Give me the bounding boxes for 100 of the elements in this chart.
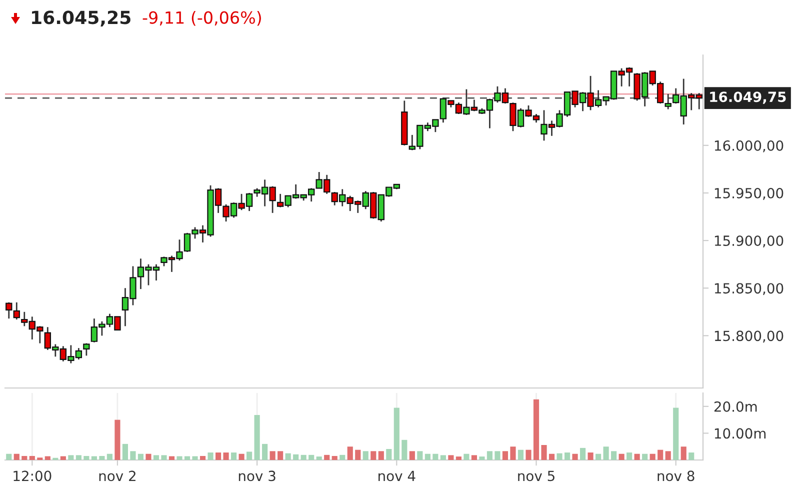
bar (324, 454, 330, 460)
bar (486, 451, 493, 460)
bar (270, 451, 276, 460)
bar (176, 456, 182, 460)
bar (84, 456, 90, 460)
bar (6, 454, 12, 460)
bar (122, 444, 128, 460)
bar (448, 455, 454, 460)
x-tick-label: nov 8 (658, 470, 694, 482)
chart-subtitle: -9,11 (-0,06%) (142, 10, 261, 26)
y-tick-label: 15.950,00 (714, 188, 784, 200)
bar (588, 452, 594, 460)
bar (402, 440, 408, 460)
bar (394, 408, 400, 460)
bar (106, 454, 112, 460)
bar (332, 456, 338, 460)
bar (424, 454, 430, 460)
bar (580, 448, 586, 460)
bar (300, 454, 306, 460)
bar (347, 446, 353, 460)
bar (386, 449, 392, 460)
bar (238, 454, 244, 460)
chart-title: 16.045,25 (32, 10, 130, 27)
bar (246, 452, 252, 460)
y-tick-label: 15.850,00 (714, 283, 784, 295)
bar (254, 414, 260, 460)
bar (533, 399, 540, 460)
bar (642, 454, 648, 460)
bar (22, 456, 28, 460)
bar (634, 454, 640, 460)
bar (572, 454, 578, 460)
bar (153, 455, 160, 460)
bar (285, 453, 291, 460)
bar (626, 452, 632, 460)
bar (564, 452, 570, 460)
bar (99, 456, 105, 460)
bar (541, 444, 547, 460)
bar (14, 454, 20, 460)
bar (464, 454, 470, 460)
y-tick-label: 20.0m (714, 401, 757, 412)
x-tick-label: 12:00 (14, 470, 52, 482)
bar (603, 446, 609, 460)
y-tick-label: 15.900,00 (714, 235, 784, 248)
bar (146, 454, 152, 460)
bar (432, 454, 438, 460)
bar (556, 453, 562, 460)
bar (114, 420, 120, 460)
bar (308, 454, 314, 460)
bar (680, 446, 686, 460)
bar (611, 451, 617, 460)
bar (665, 451, 671, 460)
bar (456, 456, 462, 460)
bar (440, 455, 446, 460)
y-tick-label: 10.00m (714, 428, 766, 439)
bar (658, 450, 664, 460)
candlestick (83, 342, 90, 356)
bar (479, 456, 485, 460)
bar (91, 456, 97, 460)
bar (494, 451, 500, 460)
candlestick (13, 302, 20, 320)
bar (355, 450, 361, 460)
bar (60, 456, 66, 460)
bar (596, 454, 602, 460)
x-tick-label: nov 5 (518, 470, 554, 482)
y-tick-label: 16.000,00 (714, 140, 784, 152)
bar (362, 451, 368, 460)
bar (673, 408, 679, 460)
candlestick (664, 93, 672, 110)
bar (130, 451, 136, 460)
bar (370, 451, 376, 460)
candlestick (6, 302, 12, 320)
bar (200, 456, 206, 460)
bar (526, 450, 532, 460)
bar (518, 450, 524, 460)
bar (215, 452, 222, 460)
bar (510, 446, 516, 460)
bar (161, 455, 167, 460)
bar (293, 454, 299, 460)
bar (618, 454, 624, 460)
x-tick-label: nov 2 (99, 470, 136, 482)
bar (68, 455, 74, 460)
x-tick-label: nov 3 (238, 470, 276, 482)
bar (208, 452, 214, 460)
y-tick-label: 15.800,00 (714, 330, 784, 343)
bar (44, 456, 50, 460)
bar (230, 452, 237, 460)
bar (417, 451, 423, 460)
bar (29, 456, 35, 460)
bar (138, 454, 144, 460)
bar (262, 444, 268, 460)
bar (409, 451, 415, 460)
bar (688, 452, 694, 460)
bar (192, 456, 198, 460)
bar (316, 456, 322, 460)
x-tick-label: nov 4 (378, 470, 416, 482)
bar (76, 455, 82, 460)
bar (184, 456, 190, 460)
bar (378, 451, 384, 460)
bar (548, 454, 555, 460)
ref-line-label: 16.049,75 (710, 92, 786, 104)
